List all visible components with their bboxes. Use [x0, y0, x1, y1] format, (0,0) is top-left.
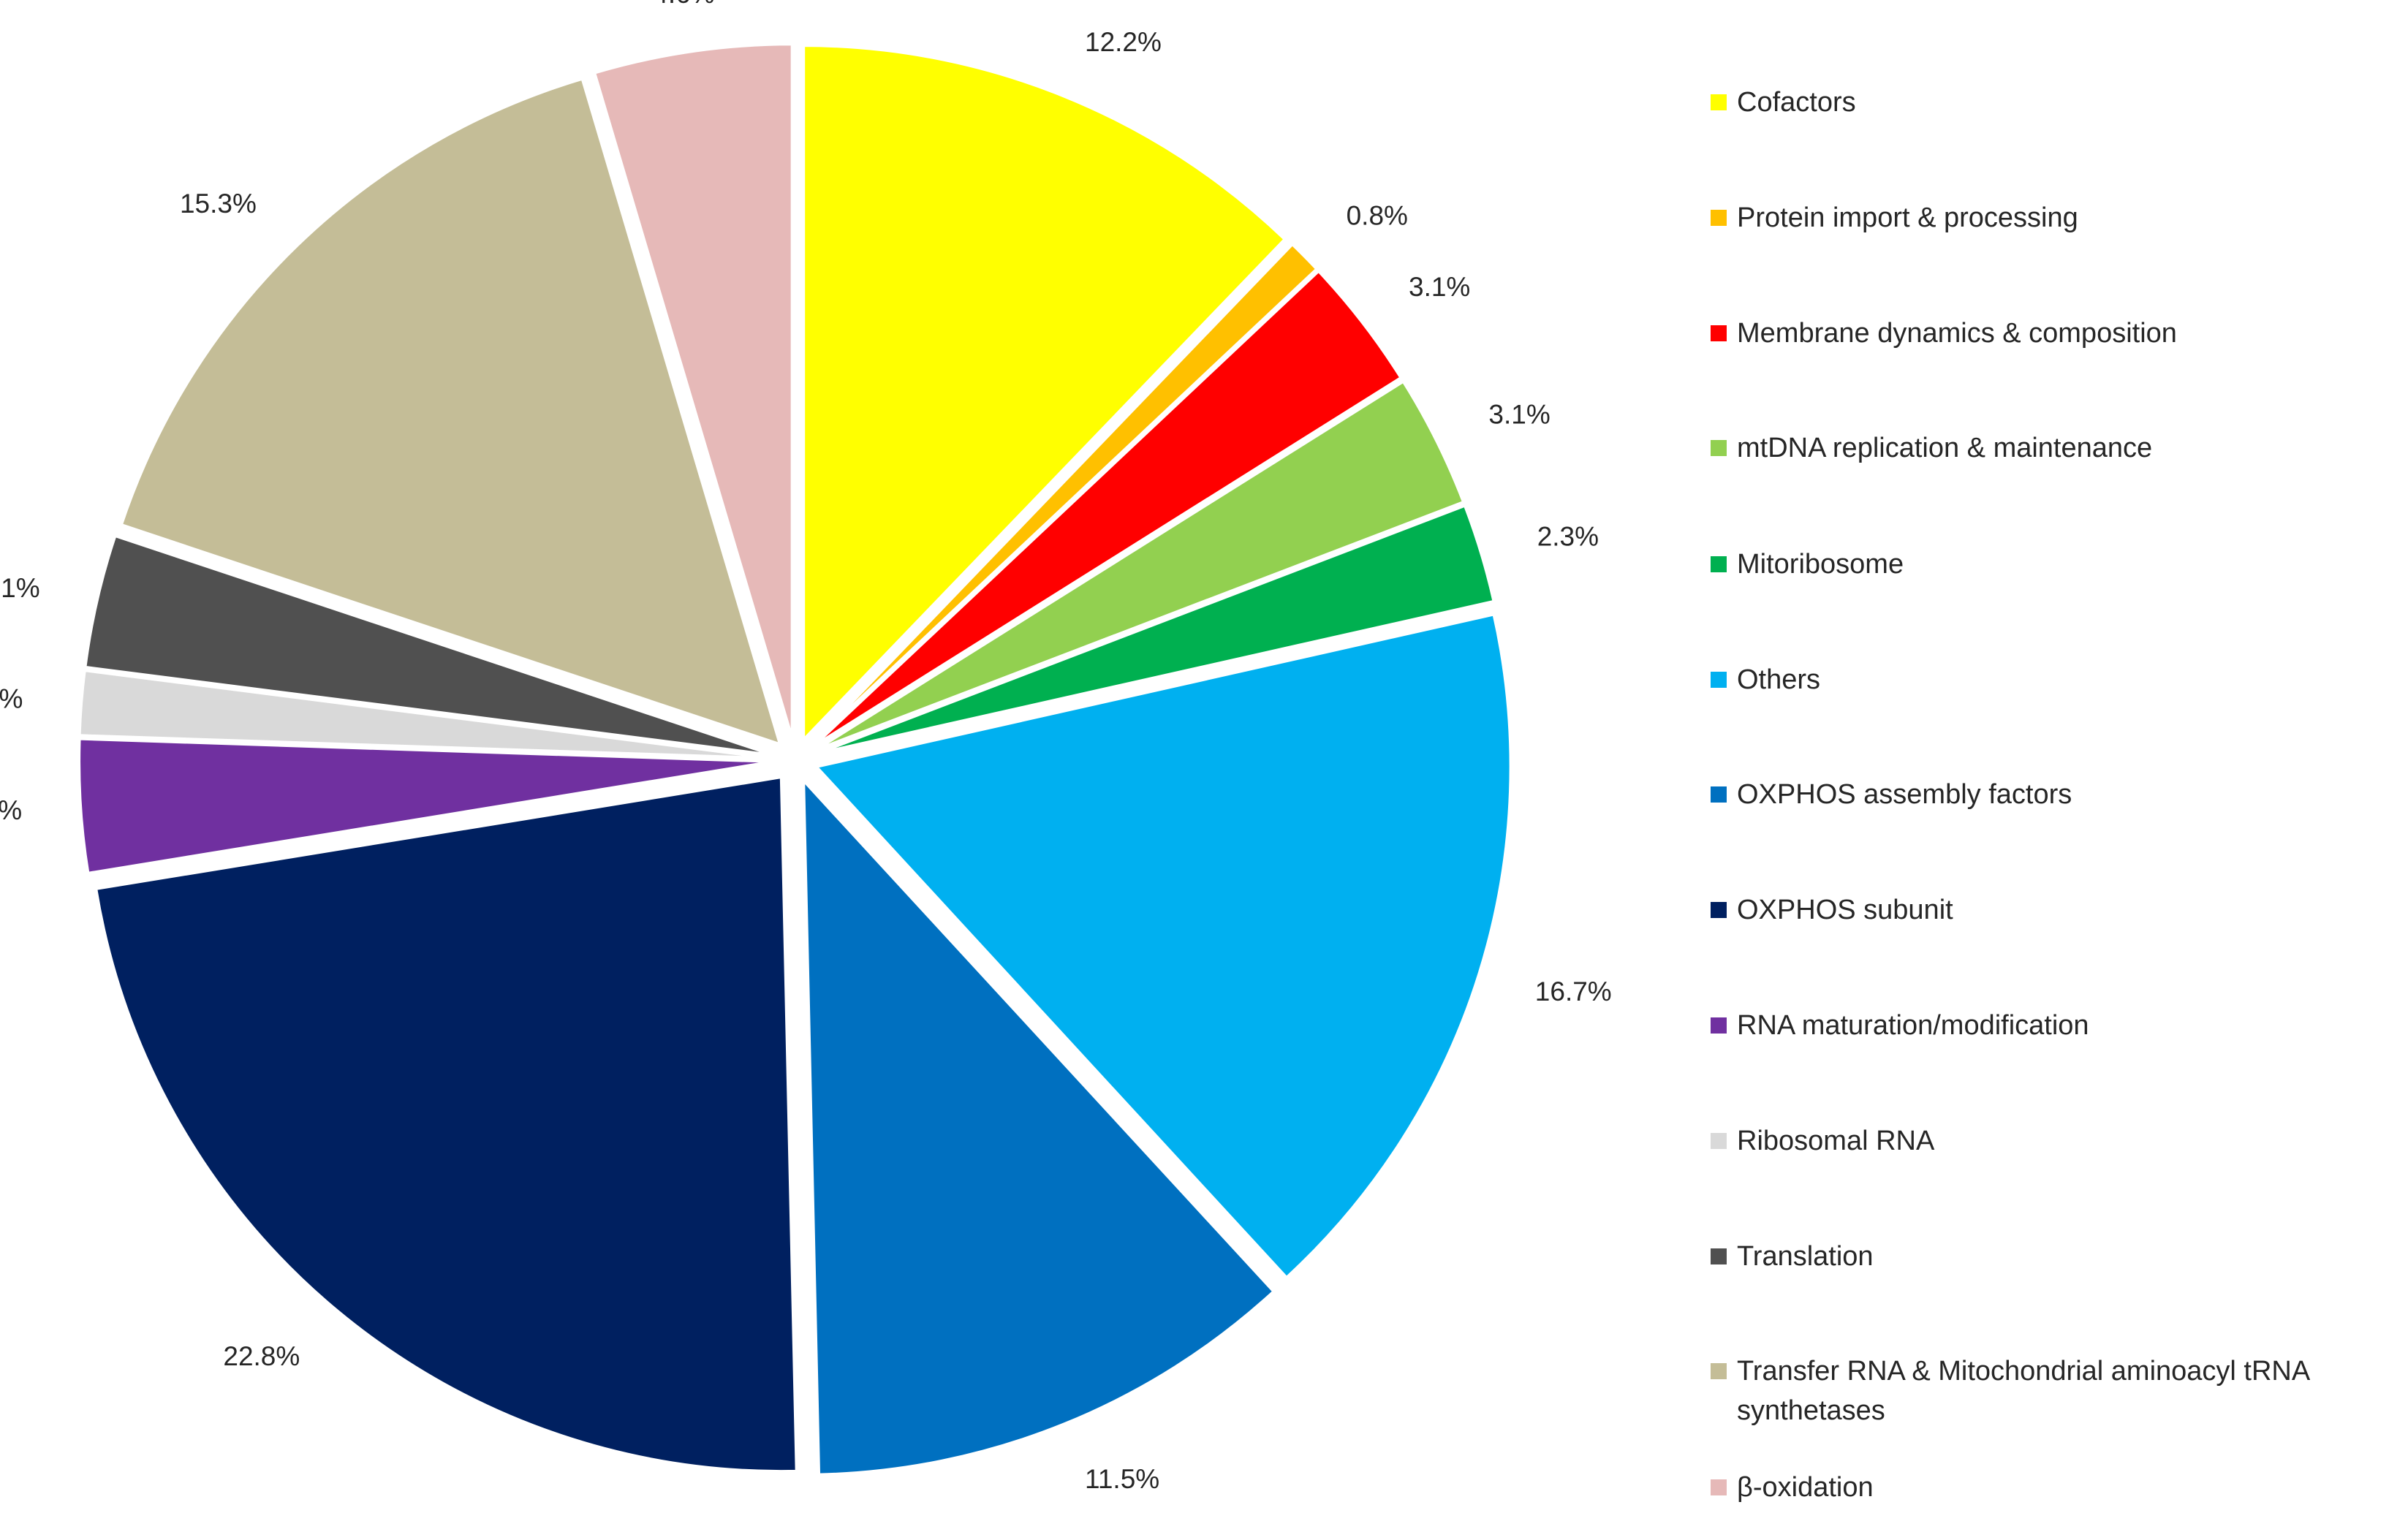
legend-label: Translation [1737, 1241, 1874, 1272]
pie-slice-2 [811, 268, 1404, 748]
legend-swatch [1711, 1248, 1727, 1264]
legend-swatch [1711, 556, 1727, 572]
pie-slice-5 [813, 613, 1512, 1280]
pie-slice-0 [802, 44, 1287, 744]
pie-slice-label-8: 3.1% [0, 795, 22, 825]
legend-label: Transfer RNA & Mitochondrial aminoacyl t… [1737, 1356, 2309, 1426]
pie-slice-10 [83, 534, 775, 757]
pie-slice-3 [814, 379, 1466, 752]
legend-item: Transfer RNA & Mitochondrial aminoacyl t… [1711, 1351, 2395, 1430]
legend-item: mtDNA replication & maintenance [1711, 428, 2395, 468]
legend-item: Mitoribosome [1711, 545, 2395, 584]
legend-item: Protein import & processing [1711, 198, 2395, 238]
pie-slice-9 [77, 668, 774, 760]
legend-swatch [1711, 672, 1727, 688]
legend-swatch [1711, 786, 1727, 803]
legend-label: OXPHOS subunit [1737, 895, 1953, 925]
pie-slice-8 [77, 737, 774, 876]
legend-item: Ribosomal RNA [1711, 1121, 2395, 1161]
legend-swatch [1711, 210, 1727, 226]
legend-label: Protein import & processing [1737, 202, 2078, 233]
legend-item: Membrane dynamics & composition [1711, 314, 2395, 353]
legend-swatch [1711, 1363, 1727, 1379]
pie-slice-label-0: 12.2% [1085, 27, 1162, 57]
legend-label: Ribosomal RNA [1737, 1126, 1935, 1156]
chart-legend: Cofactors Protein import & processing Memb… [1711, 0, 2408, 1532]
pie-slice-7 [94, 775, 798, 1474]
legend-label: mtDNA replication & maintenance [1737, 433, 2153, 463]
pie-slice-label-6: 11.5% [1085, 1464, 1159, 1494]
legend-label: Cofactors [1737, 87, 1856, 118]
legend-swatch [1711, 1133, 1727, 1149]
pie-slice-12 [592, 42, 794, 739]
pie-slice-label-11: 15.3% [180, 189, 257, 219]
pie-slice-4 [816, 504, 1496, 756]
legend-swatch [1711, 1479, 1727, 1495]
pie-slice-label-5: 16.7% [1535, 977, 1612, 1006]
pie-slice-label-7: 22.8% [223, 1341, 300, 1371]
pie-slice-6 [802, 776, 1276, 1476]
legend-label: RNA maturation/modification [1737, 1010, 2089, 1041]
pie-slice-label-10: 3.1% [0, 573, 40, 603]
legend-item: β-oxidation [1711, 1468, 2395, 1507]
legend-swatch [1711, 440, 1727, 456]
legend-swatch [1711, 902, 1727, 918]
pie-slice-label-1: 0.8% [1347, 201, 1408, 231]
legend-label: β-oxidation [1737, 1472, 1874, 1503]
legend-label: OXPHOS assembly factors [1737, 779, 2072, 810]
pie-slices [77, 42, 1512, 1476]
legend-label: Others [1737, 664, 1821, 695]
legend-item: OXPHOS subunit [1711, 890, 2395, 930]
legend-item: RNA maturation/modification [1711, 1006, 2395, 1045]
pie-slice-label-2: 3.1% [1409, 272, 1470, 302]
legend-label: Membrane dynamics & composition [1737, 318, 2177, 349]
pie-slice-1 [809, 242, 1320, 746]
legend-item: Cofactors [1711, 83, 2395, 122]
legend-swatch [1711, 94, 1727, 110]
legend-item: Others [1711, 660, 2395, 699]
legend-label: Mitoribosome [1737, 549, 1904, 580]
pie-percent-labels: 12.2% 0.8% 3.1% 3.1% 2.3% 16.7% 11.5% 22.8% 3.1%… [0, 0, 1612, 1494]
pie-slice-label-9: 1.5% [0, 683, 23, 713]
pie-slice-label-4: 2.3% [1537, 521, 1599, 551]
pie-slice-label-3: 3.1% [1488, 400, 1550, 430]
pie-slice-11 [119, 77, 783, 747]
legend-swatch [1711, 1017, 1727, 1034]
legend-swatch [1711, 325, 1727, 341]
pie-slice-label-12: 4.6% [653, 0, 714, 9]
legend-item: Translation [1711, 1237, 2395, 1276]
legend-item: OXPHOS assembly factors [1711, 775, 2395, 814]
